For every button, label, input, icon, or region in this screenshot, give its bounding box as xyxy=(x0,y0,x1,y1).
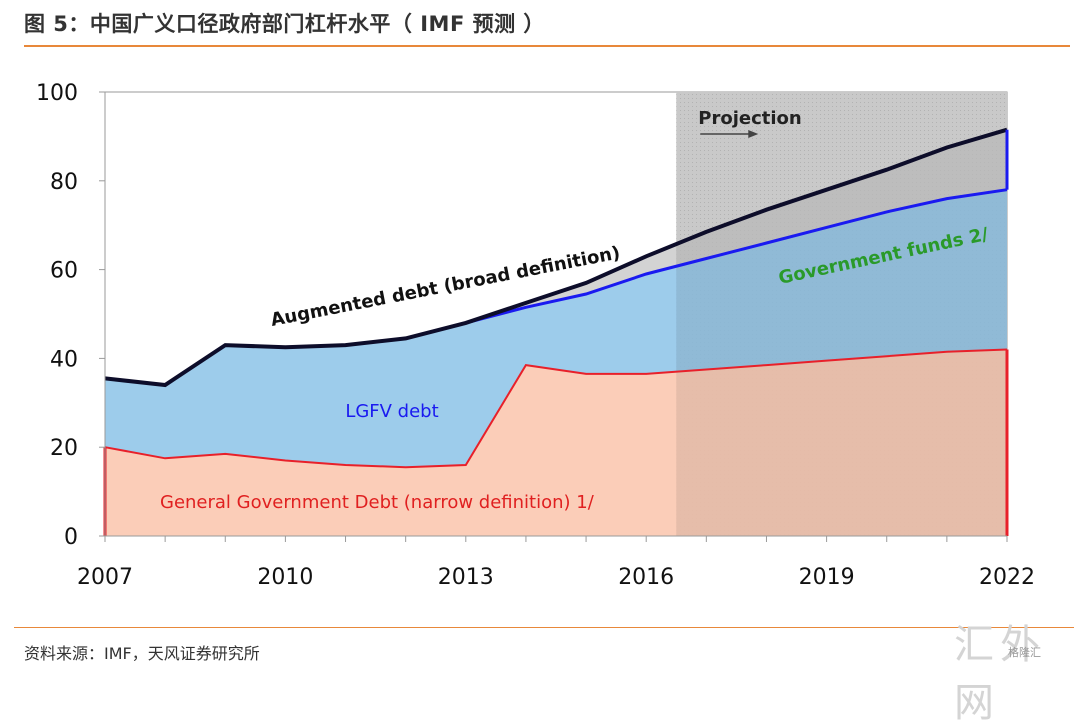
x-tick-label: 2007 xyxy=(77,565,133,590)
annotation-lgfv-debt: LGFV debt xyxy=(345,401,438,422)
area-lgfv-debt xyxy=(105,189,1007,468)
area-general-government-debt xyxy=(105,349,1007,536)
y-tick-label: 100 xyxy=(36,81,78,106)
y-tick-label: 0 xyxy=(64,525,78,550)
series-lines xyxy=(103,127,1009,536)
line-augmented-debt xyxy=(104,127,1008,388)
title-divider xyxy=(24,45,1070,47)
y-tick-label: 60 xyxy=(50,259,78,284)
y-tick-label: 20 xyxy=(50,436,78,461)
projection-label: Projection xyxy=(698,108,801,129)
source-note: 资料来源：IMF，天风证券研究所 xyxy=(24,644,260,663)
y-tick-label: 80 xyxy=(50,170,78,195)
figure-title: 图 5：中国广义口径政府部门杠杆水平（ IMF 预测 ） xyxy=(24,12,545,36)
projection-arrow-head xyxy=(748,130,759,138)
y-tick-label: 40 xyxy=(50,347,78,372)
x-tick-label: 2013 xyxy=(438,565,494,590)
watermark-sub: 格隆汇 xyxy=(1008,646,1041,659)
x-tick-label: 2016 xyxy=(618,565,674,590)
watermark: 汇外网 xyxy=(954,622,1046,726)
annotation-general-government-debt: General Government Debt (narrow definiti… xyxy=(160,492,595,513)
chart: 0 20 40 60 80 100 2007 2010 2013 2016 2019 2022 Pro… xyxy=(36,81,1035,590)
x-tick-label: 2022 xyxy=(979,565,1035,590)
projection-overlay xyxy=(676,92,1007,536)
axes: 0 20 40 60 80 100 2007 2010 2013 2016 2019 2022 xyxy=(36,81,1035,590)
line-general-government-debt xyxy=(104,348,1008,469)
series-areas xyxy=(105,92,1007,536)
x-tick-label: 2019 xyxy=(799,565,855,590)
x-tick-label: 2010 xyxy=(257,565,313,590)
footer-divider xyxy=(14,627,1074,628)
